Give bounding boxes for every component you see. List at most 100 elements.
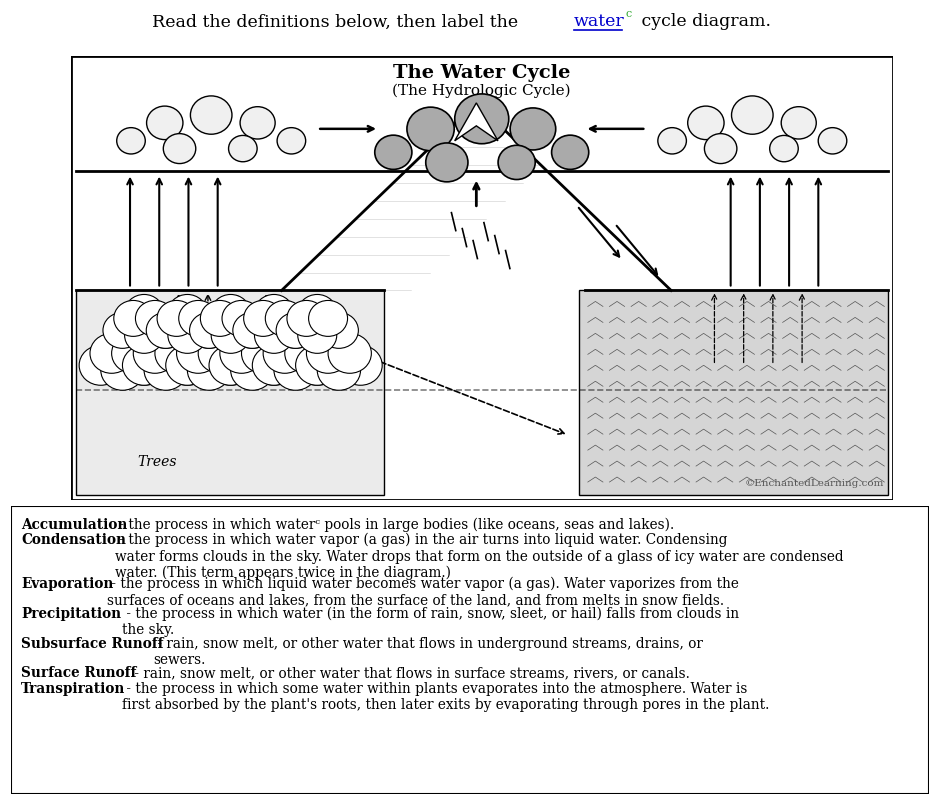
Circle shape <box>209 346 252 386</box>
Circle shape <box>165 346 209 386</box>
Circle shape <box>781 106 816 139</box>
Circle shape <box>298 318 337 354</box>
Circle shape <box>168 318 207 354</box>
Circle shape <box>308 301 348 336</box>
Circle shape <box>276 313 315 348</box>
Circle shape <box>155 334 198 374</box>
Circle shape <box>263 334 306 374</box>
Circle shape <box>101 350 144 390</box>
Circle shape <box>818 128 847 154</box>
Circle shape <box>240 106 275 139</box>
Circle shape <box>704 134 737 163</box>
Text: - the process in which liquid water becomes water vapor (a gas). Water vaporizes: - the process in which liquid water beco… <box>107 577 739 608</box>
Circle shape <box>328 334 371 374</box>
Circle shape <box>79 346 122 386</box>
Circle shape <box>187 327 230 367</box>
Circle shape <box>230 327 274 367</box>
Circle shape <box>233 313 272 348</box>
Circle shape <box>101 327 144 367</box>
Circle shape <box>125 294 164 330</box>
Circle shape <box>276 313 315 348</box>
Circle shape <box>426 143 468 182</box>
Circle shape <box>277 128 306 154</box>
Circle shape <box>242 334 285 374</box>
Bar <box>579 290 887 495</box>
Circle shape <box>320 313 358 348</box>
Circle shape <box>200 301 240 336</box>
Circle shape <box>164 134 196 163</box>
Circle shape <box>144 350 187 390</box>
Circle shape <box>407 107 454 150</box>
Circle shape <box>165 346 209 386</box>
Circle shape <box>731 96 773 134</box>
Circle shape <box>112 334 155 374</box>
Circle shape <box>133 334 177 374</box>
Text: Accumulation: Accumulation <box>22 518 128 531</box>
Circle shape <box>295 346 339 386</box>
Circle shape <box>212 318 250 354</box>
Circle shape <box>168 294 207 330</box>
Circle shape <box>198 334 242 374</box>
Circle shape <box>222 301 261 336</box>
Circle shape <box>510 108 556 150</box>
Circle shape <box>498 146 535 179</box>
Circle shape <box>552 135 588 170</box>
Polygon shape <box>455 103 498 141</box>
Circle shape <box>147 313 185 348</box>
Bar <box>76 290 384 495</box>
Text: (The Hydrologic Cycle): (The Hydrologic Cycle) <box>392 84 572 98</box>
Text: - the process in which water vapor (a gas) in the air turns into liquid water. C: - the process in which water vapor (a ga… <box>115 533 843 580</box>
Circle shape <box>375 135 412 170</box>
Text: - rain, snow melt, or other water that flows in surface streams, rivers, or cana: - rain, snow melt, or other water that f… <box>130 666 690 681</box>
Text: Surface Runoff: Surface Runoff <box>22 666 136 681</box>
Circle shape <box>243 301 283 336</box>
Circle shape <box>298 294 337 330</box>
Circle shape <box>157 301 196 336</box>
Circle shape <box>122 346 165 386</box>
Circle shape <box>230 350 274 390</box>
Circle shape <box>255 318 293 354</box>
Circle shape <box>339 346 383 386</box>
Circle shape <box>209 346 252 386</box>
Circle shape <box>274 327 318 367</box>
Circle shape <box>144 327 187 367</box>
Circle shape <box>233 313 272 348</box>
Circle shape <box>274 350 318 390</box>
Circle shape <box>658 128 686 154</box>
Circle shape <box>255 294 293 330</box>
Circle shape <box>265 301 305 336</box>
Text: Condensation: Condensation <box>22 533 126 547</box>
Text: Trees: Trees <box>137 455 177 469</box>
Circle shape <box>318 327 361 367</box>
Circle shape <box>252 346 295 386</box>
Text: cycle diagram.: cycle diagram. <box>636 14 771 30</box>
Circle shape <box>688 106 724 140</box>
Circle shape <box>190 313 228 348</box>
Circle shape <box>306 334 350 374</box>
Circle shape <box>228 135 258 162</box>
Circle shape <box>318 350 361 390</box>
Circle shape <box>220 334 263 374</box>
Circle shape <box>177 334 220 374</box>
Text: Evaporation: Evaporation <box>22 577 114 591</box>
Circle shape <box>179 301 218 336</box>
Text: Subsurface Runoff: Subsurface Runoff <box>22 637 164 650</box>
Circle shape <box>190 313 228 348</box>
Circle shape <box>285 334 328 374</box>
Text: - the process in which waterᶜ pools in large bodies (like oceans, seas and lakes: - the process in which waterᶜ pools in l… <box>115 518 674 532</box>
Circle shape <box>147 106 183 140</box>
Circle shape <box>103 313 142 348</box>
Text: Transpiration: Transpiration <box>22 682 126 696</box>
Circle shape <box>252 346 295 386</box>
Text: Read the definitions below, then label the: Read the definitions below, then label t… <box>152 14 524 30</box>
Text: - rain, snow melt, or other water that flows in underground streams, drains, or
: - rain, snow melt, or other water that f… <box>153 637 703 667</box>
Circle shape <box>295 346 339 386</box>
Circle shape <box>147 313 185 348</box>
Circle shape <box>287 301 326 336</box>
Circle shape <box>187 350 230 390</box>
Circle shape <box>770 135 798 162</box>
Circle shape <box>90 334 133 374</box>
Text: The Water Cycle: The Water Cycle <box>393 64 571 82</box>
Circle shape <box>117 128 146 154</box>
Text: c: c <box>626 9 633 19</box>
